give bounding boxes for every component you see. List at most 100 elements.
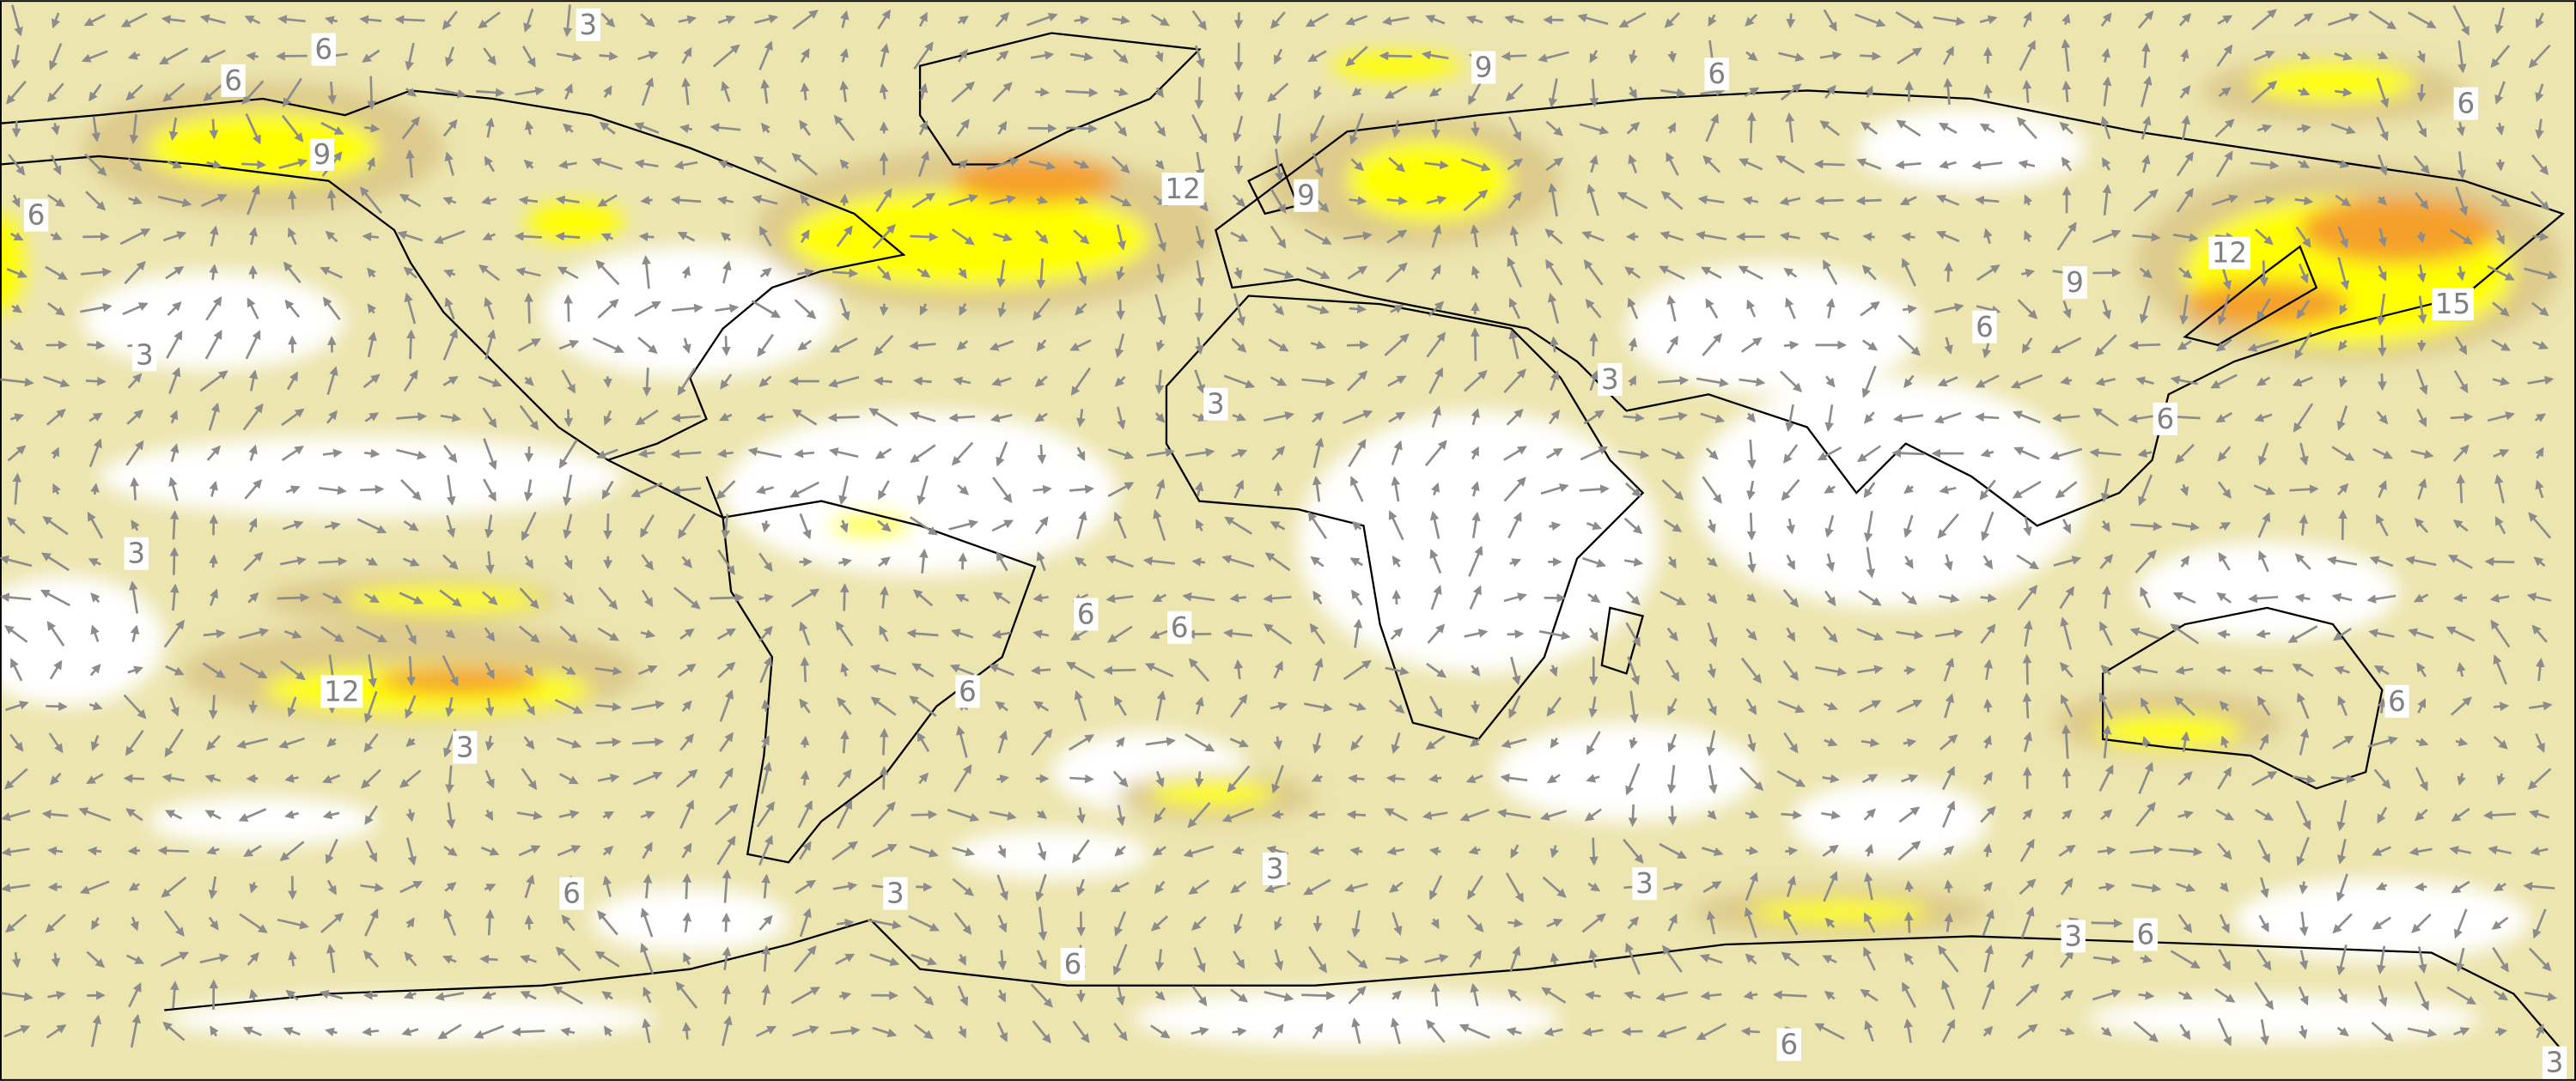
wind-arrow: [1509, 225, 1519, 246]
wind-arrow: [1979, 123, 1995, 134]
wind-arrow: [1785, 846, 1799, 856]
wind-arrow: [126, 409, 144, 425]
wind-arrow: [2494, 1027, 2508, 1037]
wind-arrow: [830, 337, 858, 353]
wind-arrow: [2102, 76, 2112, 106]
wind-arrow: [1861, 264, 1877, 281]
wind-arrow: [367, 331, 377, 358]
wind-arrow: [953, 376, 971, 386]
wind-arrow: [2217, 294, 2231, 325]
wind-arrow: [1705, 113, 1719, 143]
contour-label: 6: [1976, 311, 1994, 343]
wind-arrow: [1779, 197, 1801, 206]
wind-arrow: [442, 10, 458, 30]
wind-arrow: [1431, 223, 1442, 248]
wind-arrow: [442, 376, 459, 386]
wind-arrow: [2530, 191, 2550, 211]
wind-arrow: [1037, 444, 1047, 465]
wind-arrow: [51, 123, 60, 136]
wind-arrow: [208, 402, 220, 431]
wind-arrow: [2215, 411, 2232, 423]
contour-label: 12: [1165, 173, 1200, 205]
wind-arrow: [1428, 301, 1445, 317]
wind-arrow: [481, 196, 497, 205]
wind-arrow: [1306, 304, 1331, 315]
wind-arrow: [682, 1022, 691, 1040]
wind-arrow: [2490, 45, 2511, 69]
wind-arrow: [1154, 160, 1165, 170]
wind-arrow: [1275, 149, 1284, 182]
wind-arrow: [209, 118, 219, 140]
wind-arrow: [1385, 774, 1405, 784]
wind-arrow: [671, 413, 701, 423]
wind-arrow: [2020, 268, 2036, 278]
wind-arrow: [1069, 52, 1094, 62]
wind-arrow: [800, 193, 810, 207]
wind-arrow: [367, 303, 377, 314]
wind-arrow: [2092, 229, 2122, 244]
wind-arrow: [122, 302, 149, 316]
wind-arrow: [1617, 191, 1648, 210]
wind-arrow: [1624, 266, 1641, 279]
wind-arrow: [47, 302, 65, 316]
wind-arrow: [2456, 474, 2466, 504]
wind-arrow: [1745, 13, 1757, 27]
wind-arrow: [1116, 224, 1126, 251]
wind-arrow: [1823, 259, 1838, 285]
wind-arrow: [327, 82, 337, 105]
wind-arrow: [1775, 155, 1806, 174]
wind-arrow: [1586, 183, 1599, 216]
wind-arrow: [603, 410, 612, 426]
wind-arrow: [1076, 446, 1086, 462]
wind-arrow: [2253, 50, 2275, 62]
wind-arrow: [1342, 410, 1373, 424]
wind-arrow: [1233, 293, 1245, 327]
wind-arrow: [1548, 182, 1558, 217]
wind-arrow: [50, 231, 63, 240]
wind-arrow: [2102, 157, 2111, 171]
wind-arrow: [1548, 78, 1558, 108]
wind-arrow: [879, 83, 889, 100]
wind-arrow: [1664, 12, 1680, 28]
wind-arrow: [839, 298, 850, 321]
wind-arrow: [2298, 87, 2311, 96]
wind-arrow: [2377, 195, 2387, 206]
wind-arrow: [603, 376, 612, 388]
wind-arrow: [484, 908, 495, 936]
wind-arrow: [394, 15, 425, 25]
wind-arrow: [1194, 45, 1205, 69]
wind-arrow: [524, 120, 534, 135]
wind-arrow: [757, 333, 774, 357]
wind-arrow: [876, 265, 892, 281]
wind-arrow: [2256, 376, 2271, 386]
wind-arrow: [1263, 410, 1294, 422]
wind-arrow: [910, 444, 936, 464]
wind-arrow: [1779, 232, 1800, 241]
contour-label: 6: [563, 878, 581, 910]
wind-arrow: [6, 268, 28, 278]
wind-arrow: [679, 124, 693, 134]
wind-arrow: [2215, 338, 2232, 352]
wind-arrow: [2376, 293, 2386, 326]
wind-arrow: [794, 448, 815, 459]
wind-vectors: [0, 4, 2558, 1048]
wind-arrow: [909, 341, 936, 350]
wind-arrow: [1114, 120, 1128, 137]
wind-arrow: [990, 194, 1017, 205]
wind-arrow: [2496, 229, 2505, 246]
wind-arrow: [1891, 448, 1925, 459]
wind-arrow: [209, 695, 218, 720]
wind-arrow: [951, 81, 976, 103]
wind-arrow: [401, 116, 420, 140]
wind-arrow: [2256, 124, 2273, 133]
wind-arrow: [360, 484, 385, 495]
wind-arrow: [169, 443, 180, 463]
wind-arrow: [563, 294, 573, 322]
wind-arrow: [1312, 411, 1325, 423]
wind-arrow: [157, 195, 192, 208]
wind-arrow: [517, 338, 541, 352]
wind-arrow: [1628, 86, 1637, 100]
wind-arrow: [166, 330, 183, 359]
wind-arrow: [2176, 151, 2194, 177]
wind-arrow: [1232, 1027, 1247, 1036]
